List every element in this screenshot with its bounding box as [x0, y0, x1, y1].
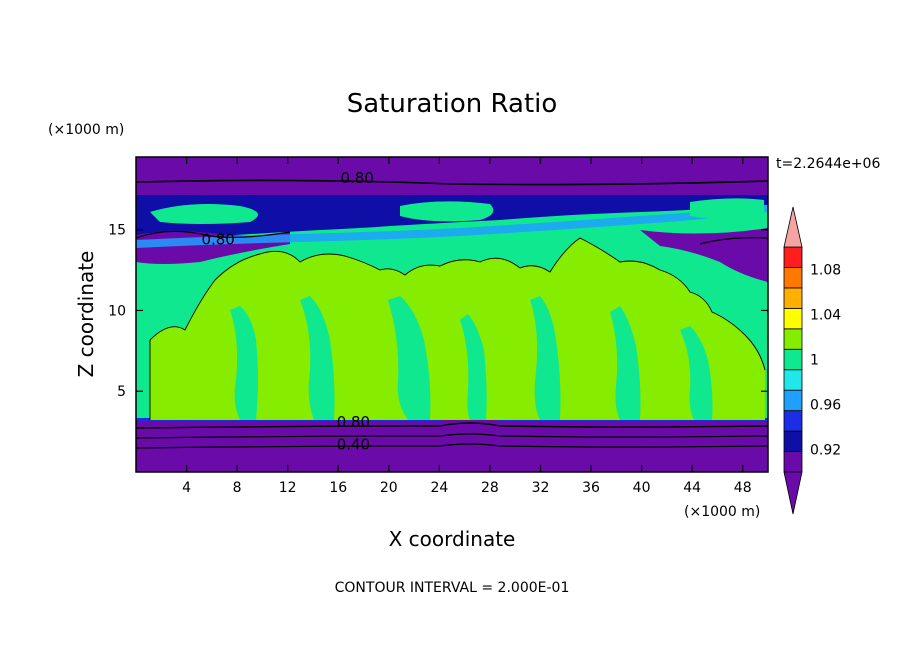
x-tick-label: 44 [683, 480, 701, 496]
colorbar-label: 1.08 [810, 263, 841, 279]
contour-label: 0.40 [337, 436, 370, 454]
contour-line-cloud-edge [149, 237, 766, 420]
x-tick-label: 4 [182, 480, 191, 496]
colorbar-swatch [783, 287, 803, 309]
colorbar-label: 0.96 [810, 398, 841, 414]
x-axis-title: X coordinate [389, 527, 516, 551]
contour-interval-footer: CONTOUR INTERVAL = 2.000E-01 [335, 580, 570, 596]
upper-cyan-band [136, 206, 768, 248]
colorbar: 1.08 1.04 1 0.96 0.92 [783, 206, 841, 515]
top-dry-layer [136, 157, 768, 195]
upper-right-purple-lobe [640, 228, 768, 282]
y-units-label: (×1000 m) [48, 122, 124, 138]
x-tick-label: 40 [633, 480, 651, 496]
x-tick-label: 36 [582, 480, 600, 496]
contour-labels: 0.80 0.80 0.80 0.40 [201, 169, 373, 454]
colorbar-swatch [783, 328, 803, 350]
lime-cloud-core [150, 238, 765, 420]
x-axis-ticks: 4 8 12 16 20 24 28 32 36 40 44 48 [182, 157, 752, 496]
contour-line-base-bottom [136, 443, 768, 449]
y-tick-label: 5 [117, 384, 126, 400]
x-tick-label: 28 [481, 480, 499, 496]
colorbar-swatch [783, 348, 803, 371]
contour-line-upper-right [699, 237, 768, 245]
green-streak-6 [610, 306, 641, 420]
colorbar-swatch [783, 451, 803, 473]
x-tick-label: 16 [329, 480, 347, 496]
green-streak-5 [530, 296, 561, 420]
plot-frame [135, 156, 769, 473]
x-tick-label: 12 [279, 480, 297, 496]
colorbar-label: 0.92 [810, 443, 841, 459]
colorbar-swatch [783, 430, 803, 452]
colorbar-label: 1 [810, 353, 819, 369]
contour-line-top [136, 179, 768, 186]
x-units-label: (×1000 m) [684, 504, 760, 520]
contour-line-base-lower [136, 433, 768, 439]
colorbar-swatch [783, 246, 803, 268]
contour-label: 0.80 [201, 230, 234, 248]
y-axis-title: Z coordinate [74, 251, 98, 378]
contour-line-base-upper [136, 422, 768, 429]
colorbar-over-arrow [783, 206, 803, 248]
green-streak-3 [388, 296, 431, 420]
upper-green-pocket-mid [400, 201, 494, 222]
x-tick-label: 48 [734, 480, 752, 496]
green-streak-1 [230, 306, 258, 420]
green-streak-4 [460, 314, 487, 420]
colorbar-under-arrow [783, 471, 803, 515]
contour-label: 0.80 [337, 413, 370, 431]
upper-green-pocket-left [150, 204, 258, 224]
upper-green-pocket-right [690, 198, 764, 220]
colorbar-label: 1.04 [810, 308, 841, 324]
x-tick-label: 8 [233, 480, 242, 496]
contour-label: 0.80 [340, 169, 373, 187]
y-tick-label: 10 [108, 303, 126, 319]
contour-line-upper [136, 230, 291, 239]
green-streak-7 [680, 326, 713, 420]
y-tick-label: 15 [108, 223, 126, 239]
chart-title: Saturation Ratio [347, 89, 558, 119]
x-tick-label: 32 [532, 480, 550, 496]
time-label: t=2.2644e+06 [776, 156, 880, 172]
colorbar-swatch [783, 267, 803, 289]
colorbar-swatch [783, 307, 803, 330]
y-axis-ticks: 5 10 15 [108, 223, 768, 400]
x-tick-label: 20 [380, 480, 398, 496]
colorbar-swatch [783, 369, 803, 391]
contour-field [135, 156, 769, 473]
x-tick-label: 24 [430, 480, 448, 496]
green-streak-2 [300, 296, 335, 420]
colorbar-swatch [783, 389, 803, 412]
colorbar-swatch [783, 410, 803, 432]
